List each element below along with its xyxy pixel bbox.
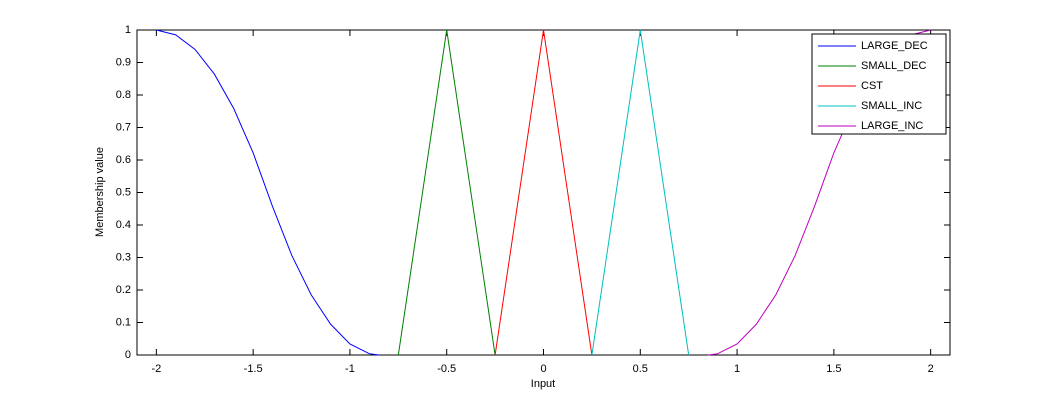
y-axis-label: Membership value (94, 147, 106, 237)
x-tick-label: 1 (734, 363, 740, 375)
legend-box (811, 33, 947, 135)
x-tick-label: 0 (540, 363, 546, 375)
y-tick-label: 0.8 (116, 89, 131, 101)
y-tick-label: 0.5 (116, 186, 131, 198)
y-tick-label: 0.3 (116, 251, 131, 263)
y-tick-label: 0.2 (116, 284, 131, 296)
series-line (591, 29, 690, 356)
x-tick-label: -0.5 (437, 363, 456, 375)
series-line (397, 29, 496, 356)
x-tick-label: 2 (928, 363, 934, 375)
series-line (494, 29, 593, 356)
x-tick-label: -2 (151, 363, 161, 375)
y-tick-label: 0.6 (116, 154, 131, 166)
legend-label: SMALL_INC (861, 100, 922, 112)
legend-label: SMALL_DEC (861, 60, 926, 72)
y-tick-label: 0.1 (116, 316, 131, 328)
series-line (156, 29, 380, 356)
y-tick-label: 0.9 (116, 56, 131, 68)
y-tick-label: 0.4 (116, 219, 131, 231)
legend-label: CST (861, 80, 883, 92)
legend-label: LARGE_INC (861, 120, 923, 132)
y-tick-label: 1 (125, 24, 131, 36)
x-tick-label: -1 (345, 363, 355, 375)
x-tick-label: 0.5 (633, 363, 648, 375)
x-axis-label: Input (531, 378, 555, 390)
x-tick-label: -1.5 (244, 363, 263, 375)
legend-label: LARGE_DEC (861, 40, 928, 52)
y-tick-label: 0 (125, 349, 131, 361)
x-tick-label: 1.5 (826, 363, 841, 375)
y-tick-label: 0.7 (116, 121, 131, 133)
